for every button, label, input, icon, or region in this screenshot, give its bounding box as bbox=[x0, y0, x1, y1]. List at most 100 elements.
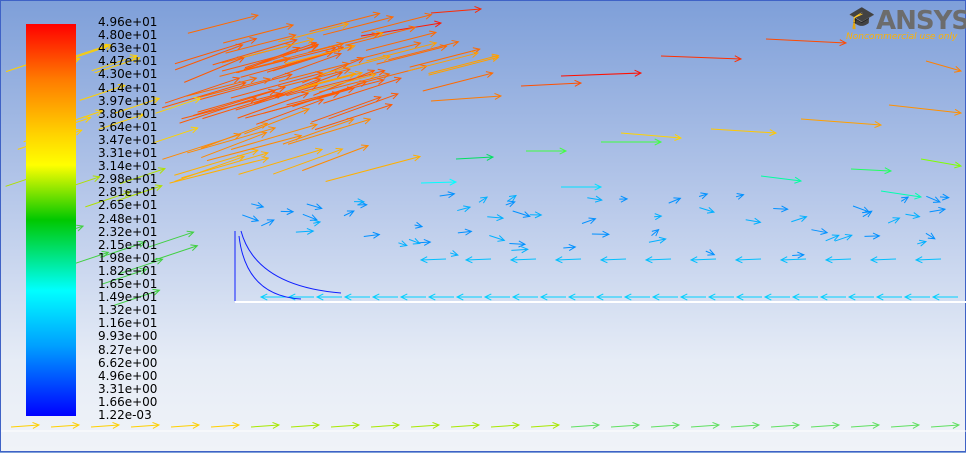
velocity-vector bbox=[905, 294, 930, 300]
velocity-vector bbox=[926, 233, 935, 239]
velocity-vector bbox=[881, 191, 921, 199]
scale-label: 2.65e+01 bbox=[98, 199, 157, 211]
scale-label: 2.15e+01 bbox=[98, 239, 157, 251]
velocity-vector bbox=[711, 129, 776, 136]
velocity-vector bbox=[653, 294, 678, 300]
velocity-vector bbox=[307, 204, 322, 210]
velocity-vector bbox=[11, 422, 39, 428]
velocity-vector bbox=[621, 133, 681, 141]
velocity-vector bbox=[256, 99, 323, 125]
velocity-vector bbox=[619, 196, 627, 202]
logo-subtitle: Noncommercial use only bbox=[846, 32, 957, 42]
scale-label: 3.64e+01 bbox=[98, 121, 157, 133]
scale-label: 3.31e+00 bbox=[98, 383, 157, 395]
scale-label: 1.49e+01 bbox=[98, 291, 157, 303]
velocity-vector bbox=[361, 13, 431, 32]
velocity-vector bbox=[661, 56, 741, 62]
velocity-vector bbox=[625, 294, 650, 300]
scale-label: 4.63e+01 bbox=[98, 42, 157, 54]
velocity-vector bbox=[781, 257, 806, 263]
velocity-vector bbox=[691, 257, 716, 263]
velocity-vector bbox=[489, 235, 504, 241]
velocity-vector bbox=[905, 213, 919, 219]
velocity-vector bbox=[681, 294, 706, 300]
velocity-vector bbox=[652, 230, 659, 236]
velocity-vector bbox=[930, 207, 945, 213]
scale-label: 1.65e+01 bbox=[98, 278, 157, 290]
velocity-vector bbox=[302, 145, 368, 171]
velocity-vector bbox=[736, 193, 743, 199]
scale-label: 6.62e+00 bbox=[98, 357, 157, 369]
scale-label: 4.30e+01 bbox=[98, 68, 157, 80]
velocity-vector bbox=[261, 294, 286, 300]
velocity-vector bbox=[587, 196, 601, 202]
velocity-vector bbox=[556, 257, 581, 263]
velocity-vector bbox=[669, 198, 681, 204]
scale-label: 3.97e+01 bbox=[98, 95, 157, 107]
velocity-vector bbox=[877, 294, 902, 300]
velocity-vector bbox=[152, 245, 197, 261]
velocity-vector bbox=[411, 422, 439, 428]
scale-label: 3.47e+01 bbox=[98, 134, 157, 146]
scale-label: 4.80e+01 bbox=[98, 29, 157, 41]
velocity-vector bbox=[864, 233, 879, 239]
velocity-vector bbox=[421, 257, 446, 263]
velocity-vector bbox=[511, 257, 536, 263]
velocity-vector bbox=[563, 244, 575, 250]
velocity-vector bbox=[371, 422, 399, 428]
velocity-vector bbox=[513, 211, 530, 217]
velocity-vector bbox=[421, 179, 456, 185]
velocity-vector bbox=[354, 199, 364, 205]
velocity-vector bbox=[851, 168, 891, 174]
velocity-vector bbox=[479, 197, 487, 203]
velocity-vector bbox=[765, 294, 790, 300]
velocity-vector bbox=[891, 422, 919, 428]
velocity-vector bbox=[561, 184, 601, 190]
velocity-vector bbox=[188, 14, 258, 33]
velocity-vector bbox=[849, 294, 874, 300]
velocity-vector bbox=[541, 294, 566, 300]
velocity-vector bbox=[242, 215, 258, 222]
velocity-vector bbox=[646, 257, 671, 263]
velocity-vector bbox=[408, 52, 478, 71]
velocity-vector bbox=[409, 238, 420, 244]
velocity-vector bbox=[601, 139, 661, 145]
velocity-vector bbox=[458, 229, 472, 235]
scale-label: 3.80e+01 bbox=[98, 108, 157, 120]
velocity-vector bbox=[162, 82, 245, 108]
velocity-vector bbox=[931, 422, 959, 428]
velocity-vector bbox=[509, 241, 525, 247]
velocity-vector bbox=[153, 127, 198, 143]
velocity-vector bbox=[487, 215, 503, 221]
scale-label: 2.48e+01 bbox=[98, 213, 157, 225]
scale-label: 3.14e+01 bbox=[98, 160, 157, 172]
velocity-vector bbox=[457, 206, 470, 212]
velocity-vector bbox=[429, 294, 454, 300]
velocity-vector bbox=[531, 422, 559, 428]
velocity-vector bbox=[511, 247, 527, 253]
velocity-vector bbox=[310, 12, 380, 31]
velocity-vector bbox=[513, 294, 538, 300]
velocity-vector bbox=[916, 257, 941, 263]
velocity-vector bbox=[691, 422, 719, 428]
velocity-vector bbox=[303, 214, 317, 220]
velocity-vector bbox=[766, 39, 846, 46]
velocity-vector bbox=[801, 119, 881, 128]
velocity-vector bbox=[530, 212, 542, 218]
velocity-vector bbox=[526, 148, 566, 154]
velocity-vector bbox=[851, 422, 879, 428]
velocity-vector bbox=[571, 422, 599, 428]
velocity-vector bbox=[561, 70, 641, 76]
velocity-vector bbox=[155, 97, 200, 113]
velocity-vector bbox=[296, 228, 313, 234]
velocity-vector bbox=[926, 196, 940, 202]
velocity-vector bbox=[466, 257, 491, 263]
scale-label: 4.47e+01 bbox=[98, 55, 157, 67]
velocity-vector bbox=[582, 218, 595, 224]
scale-label: 1.98e+01 bbox=[98, 252, 157, 264]
velocity-vector bbox=[597, 294, 622, 300]
velocity-vector bbox=[175, 44, 242, 70]
velocity-vector bbox=[901, 197, 908, 203]
velocity-vector bbox=[211, 422, 239, 428]
